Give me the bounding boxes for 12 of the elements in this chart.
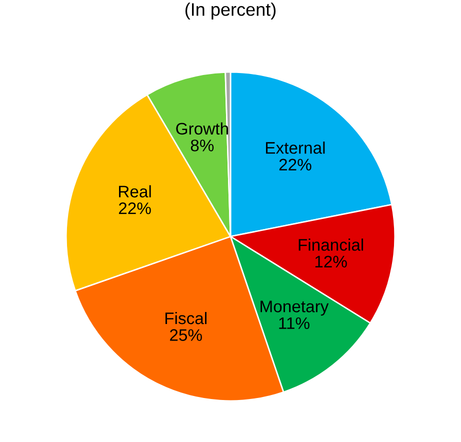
data-label: 25%: [170, 329, 202, 341]
slice-label: External: [266, 142, 325, 154]
slice-label: Real: [119, 185, 151, 198]
data-label: 8%: [190, 140, 214, 152]
data-label: 22%: [279, 158, 312, 170]
slice-label: Monetary: [260, 300, 329, 316]
slice-label: Fiscal: [165, 312, 207, 324]
slice-label: Financial: [298, 238, 364, 251]
data-label: 11%: [279, 317, 310, 330]
data-label: 22%: [118, 202, 151, 214]
chart-title: (In percent): [185, 2, 276, 20]
data-label: 12%: [315, 256, 347, 268]
